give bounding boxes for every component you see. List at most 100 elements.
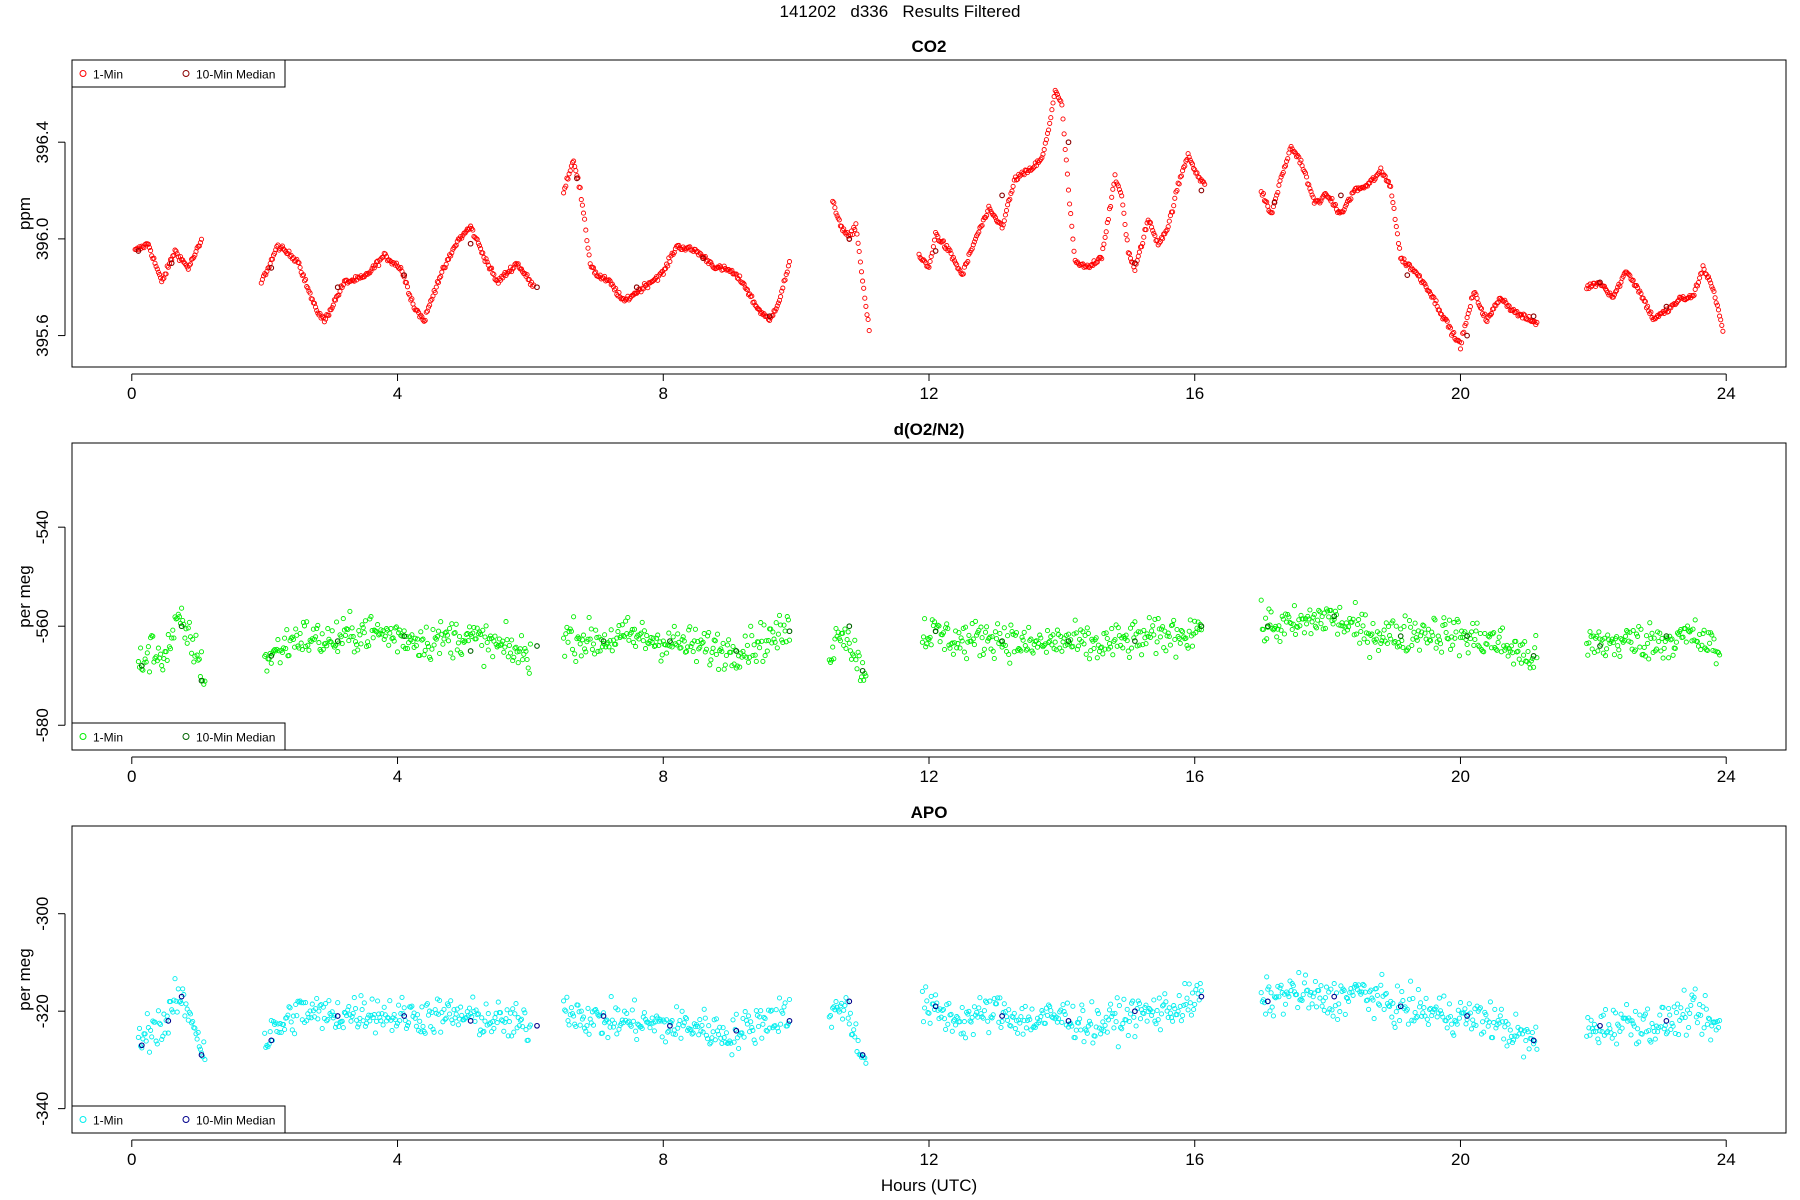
- one-min-point: [623, 618, 629, 624]
- one-min-point: [301, 623, 308, 629]
- one-min-point: [1686, 628, 1692, 634]
- one-min-point: [1101, 241, 1107, 247]
- one-min-point: [480, 627, 486, 633]
- one-min-point: [783, 271, 789, 278]
- one-min-point: [1375, 1001, 1382, 1007]
- one-min-point: [1352, 599, 1358, 606]
- one-min-point: [733, 1011, 739, 1017]
- one-min-point: [293, 626, 299, 632]
- one-min-point: [1474, 295, 1480, 301]
- one-min-point: [1523, 1038, 1529, 1044]
- one-min-point: [1641, 644, 1647, 650]
- one-min-point: [689, 1031, 695, 1037]
- one-min-point: [681, 1020, 687, 1026]
- one-min-point: [772, 308, 778, 314]
- one-min-point: [979, 222, 985, 229]
- one-min-point: [479, 642, 485, 649]
- one-min-point: [974, 1009, 980, 1015]
- one-min-point: [473, 636, 479, 642]
- one-min-point: [306, 647, 312, 653]
- one-min-point: [1170, 209, 1176, 215]
- one-min-point: [1308, 189, 1314, 195]
- one-min-point: [1260, 191, 1266, 197]
- one-min-point: [1122, 221, 1128, 228]
- one-min-point: [483, 256, 489, 262]
- one-min-point: [424, 308, 430, 314]
- one-min-point: [387, 998, 393, 1004]
- one-min-point: [1110, 652, 1116, 658]
- one-min-point: [447, 1011, 453, 1017]
- one-min-point: [1202, 181, 1208, 187]
- one-min-point: [1335, 631, 1341, 637]
- one-min-point: [431, 642, 437, 648]
- one-min-point: [748, 623, 754, 629]
- one-min-point: [1331, 981, 1337, 987]
- one-min-point: [682, 1014, 688, 1021]
- one-min-point: [345, 627, 351, 633]
- one-min-point: [960, 271, 966, 277]
- one-min-point: [1444, 1025, 1450, 1031]
- one-min-point: [1639, 1031, 1645, 1037]
- one-min-point: [1140, 642, 1146, 648]
- one-min-point: [455, 1022, 461, 1028]
- one-min-point: [369, 627, 375, 634]
- one-min-point: [1412, 620, 1418, 626]
- one-min-point: [430, 626, 436, 633]
- one-min-point: [925, 263, 931, 269]
- one-min-point: [642, 646, 649, 652]
- one-min-point: [1372, 639, 1378, 645]
- one-min-point: [334, 619, 340, 625]
- one-min-point: [1311, 990, 1317, 996]
- one-min-point: [135, 659, 141, 665]
- one-min-point: [413, 643, 419, 649]
- one-min-point: [506, 642, 512, 648]
- one-min-point: [1389, 1014, 1395, 1020]
- median-point: [268, 1037, 275, 1044]
- one-min-point: [613, 285, 619, 292]
- one-min-point: [950, 254, 956, 261]
- one-min-point: [1044, 628, 1051, 634]
- one-min-point: [174, 251, 180, 257]
- one-min-point: [998, 1024, 1004, 1031]
- one-min-point: [958, 1031, 964, 1037]
- one-min-point: [681, 638, 687, 644]
- one-min-point: [445, 638, 452, 644]
- median-point: [1264, 623, 1271, 630]
- legend-box: [71, 59, 286, 88]
- one-min-point: [1455, 1007, 1461, 1013]
- median-point: [846, 623, 853, 630]
- one-min-point: [1443, 629, 1449, 636]
- one-min-point: [971, 642, 977, 648]
- one-min-point: [393, 624, 399, 630]
- one-min-point: [1698, 647, 1704, 653]
- one-min-point: [761, 622, 767, 628]
- legend-label-median: 10-Min Median: [196, 68, 275, 82]
- one-min-point: [1102, 646, 1108, 652]
- one-min-point: [1394, 231, 1400, 237]
- one-min-point: [453, 621, 459, 627]
- one-min-point: [1486, 634, 1492, 640]
- one-min-point: [1593, 283, 1599, 290]
- y-axis-label: ppm: [15, 197, 34, 230]
- one-min-point: [1180, 629, 1186, 635]
- median-point: [168, 260, 175, 266]
- one-min-point: [1686, 1024, 1692, 1031]
- one-min-point: [443, 629, 449, 635]
- one-min-point: [393, 1023, 399, 1029]
- one-min-point: [1414, 1014, 1420, 1020]
- one-min-point: [1285, 156, 1291, 162]
- one-min-point: [363, 1020, 370, 1026]
- one-min-point: [1329, 195, 1335, 202]
- one-min-point: [319, 631, 325, 637]
- one-min-point: [1189, 643, 1196, 649]
- one-min-point: [749, 1024, 755, 1031]
- one-min-point: [1698, 1012, 1704, 1018]
- one-min-point: [1301, 630, 1307, 636]
- one-min-point: [1322, 191, 1328, 197]
- y-tick-label: 396.0: [33, 218, 52, 261]
- one-min-point: [1715, 307, 1722, 313]
- one-min-point: [375, 998, 381, 1004]
- one-min-point: [1586, 1025, 1592, 1031]
- one-min-point: [309, 1001, 315, 1007]
- one-min-point: [1622, 633, 1629, 639]
